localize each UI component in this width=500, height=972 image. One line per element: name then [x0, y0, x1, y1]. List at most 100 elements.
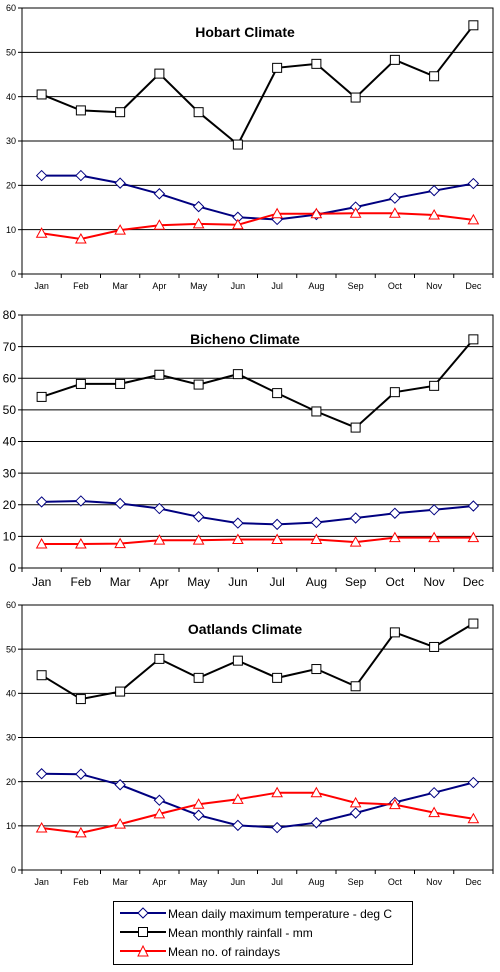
data-point — [271, 821, 283, 834]
x-tick-label: Jun — [228, 575, 247, 589]
x-tick-label: Feb — [73, 877, 89, 887]
series-line — [41, 212, 474, 241]
data-point — [154, 68, 165, 79]
data-point — [35, 496, 48, 508]
legend-label-rainfall: Mean monthly rainfall - mm — [168, 926, 313, 940]
legend-item-raindays: Mean no. of raindays — [114, 943, 414, 961]
data-point — [192, 809, 205, 821]
series-line — [41, 499, 474, 526]
data-point — [428, 504, 440, 516]
y-tick-label: 10 — [3, 530, 17, 544]
data-point — [311, 58, 322, 69]
y-tick-label: 80 — [3, 308, 17, 322]
data-point — [272, 62, 283, 73]
data-point — [272, 672, 283, 683]
data-point — [114, 818, 126, 829]
x-tick-label: Feb — [73, 281, 89, 291]
data-point — [232, 655, 243, 666]
data-point — [75, 694, 86, 705]
x-tick-label: May — [190, 877, 208, 887]
data-point — [271, 207, 283, 219]
data-point — [35, 822, 48, 833]
data-point — [75, 826, 87, 838]
series-triangle — [35, 531, 480, 549]
x-tick-label: Feb — [71, 575, 92, 589]
data-point — [232, 517, 244, 529]
y-tick-label: 0 — [9, 561, 16, 575]
data-point — [389, 207, 401, 218]
data-point — [350, 92, 361, 103]
data-point — [389, 54, 400, 65]
data-point — [429, 641, 440, 652]
data-point — [389, 507, 401, 519]
data-point — [349, 807, 362, 819]
data-point — [468, 618, 479, 629]
x-tick-label: Jan — [34, 877, 49, 887]
data-point — [35, 768, 48, 780]
y-tick-label: 10 — [6, 225, 16, 235]
data-point — [154, 653, 165, 664]
data-point — [36, 670, 47, 681]
y-tick-label: 10 — [6, 821, 16, 831]
square-marker-icon — [120, 927, 166, 937]
series-square — [36, 334, 479, 433]
x-tick-label: Mar — [112, 281, 128, 291]
data-point — [114, 177, 126, 189]
y-tick-label: 60 — [3, 371, 17, 385]
x-tick-label: May — [187, 575, 210, 589]
x-tick-label: Nov — [423, 575, 444, 589]
legend: Mean daily maximum temperature - deg C M… — [113, 901, 413, 965]
chart-1: 0 10 20 30 40 50 60 Jan Feb Mar Apr May Jun Jul Aug Sep… — [6, 3, 494, 291]
legend-item-rainfall: Mean monthly rainfall - mm — [114, 924, 414, 942]
data-point — [389, 798, 401, 810]
data-point — [36, 89, 47, 100]
x-tick-label: Jun — [231, 281, 246, 291]
series-line — [41, 772, 474, 829]
data-point — [271, 786, 283, 798]
series-square — [36, 618, 479, 705]
data-point — [467, 177, 480, 190]
x-tick-label: Aug — [306, 575, 327, 589]
series-square — [36, 20, 479, 150]
data-point — [350, 681, 361, 692]
y-tick-label: 20 — [6, 180, 16, 190]
data-point — [467, 776, 480, 789]
legend-item-temperature: Mean daily maximum temperature - deg C — [114, 905, 414, 923]
chart-title: Hobart Climate — [195, 24, 295, 40]
x-tick-label: Apr — [150, 575, 169, 589]
x-tick-label: May — [190, 281, 208, 291]
y-tick-label: 60 — [6, 3, 16, 13]
data-point — [75, 495, 87, 507]
data-point — [310, 817, 323, 829]
series-line — [41, 791, 474, 834]
x-tick-label: Sep — [348, 877, 364, 887]
series-line — [41, 24, 475, 147]
x-tick-label: Aug — [308, 877, 324, 887]
y-tick-label: 30 — [3, 466, 17, 480]
data-point — [349, 512, 362, 524]
x-tick-label: Dec — [465, 877, 482, 887]
data-point — [115, 686, 126, 697]
data-point — [35, 227, 48, 238]
x-tick-label: Aug — [308, 281, 324, 291]
series-triangle — [35, 786, 480, 838]
data-point — [349, 796, 362, 808]
y-tick-label: 50 — [6, 644, 16, 654]
y-tick-label: 40 — [6, 688, 16, 698]
series-line — [41, 622, 474, 701]
series-triangle — [35, 207, 480, 244]
data-point — [428, 209, 440, 220]
x-tick-label: Sep — [348, 281, 364, 291]
data-point — [193, 107, 204, 118]
data-point — [428, 806, 440, 818]
data-point — [310, 786, 323, 798]
y-tick-label: 0 — [11, 269, 16, 279]
data-point — [115, 378, 126, 389]
data-point — [75, 105, 86, 116]
data-point — [192, 217, 205, 229]
data-point — [311, 406, 322, 417]
x-tick-label: Mar — [112, 877, 128, 887]
data-point — [232, 533, 244, 545]
data-point — [310, 516, 323, 529]
x-tick-label: Nov — [426, 281, 443, 291]
